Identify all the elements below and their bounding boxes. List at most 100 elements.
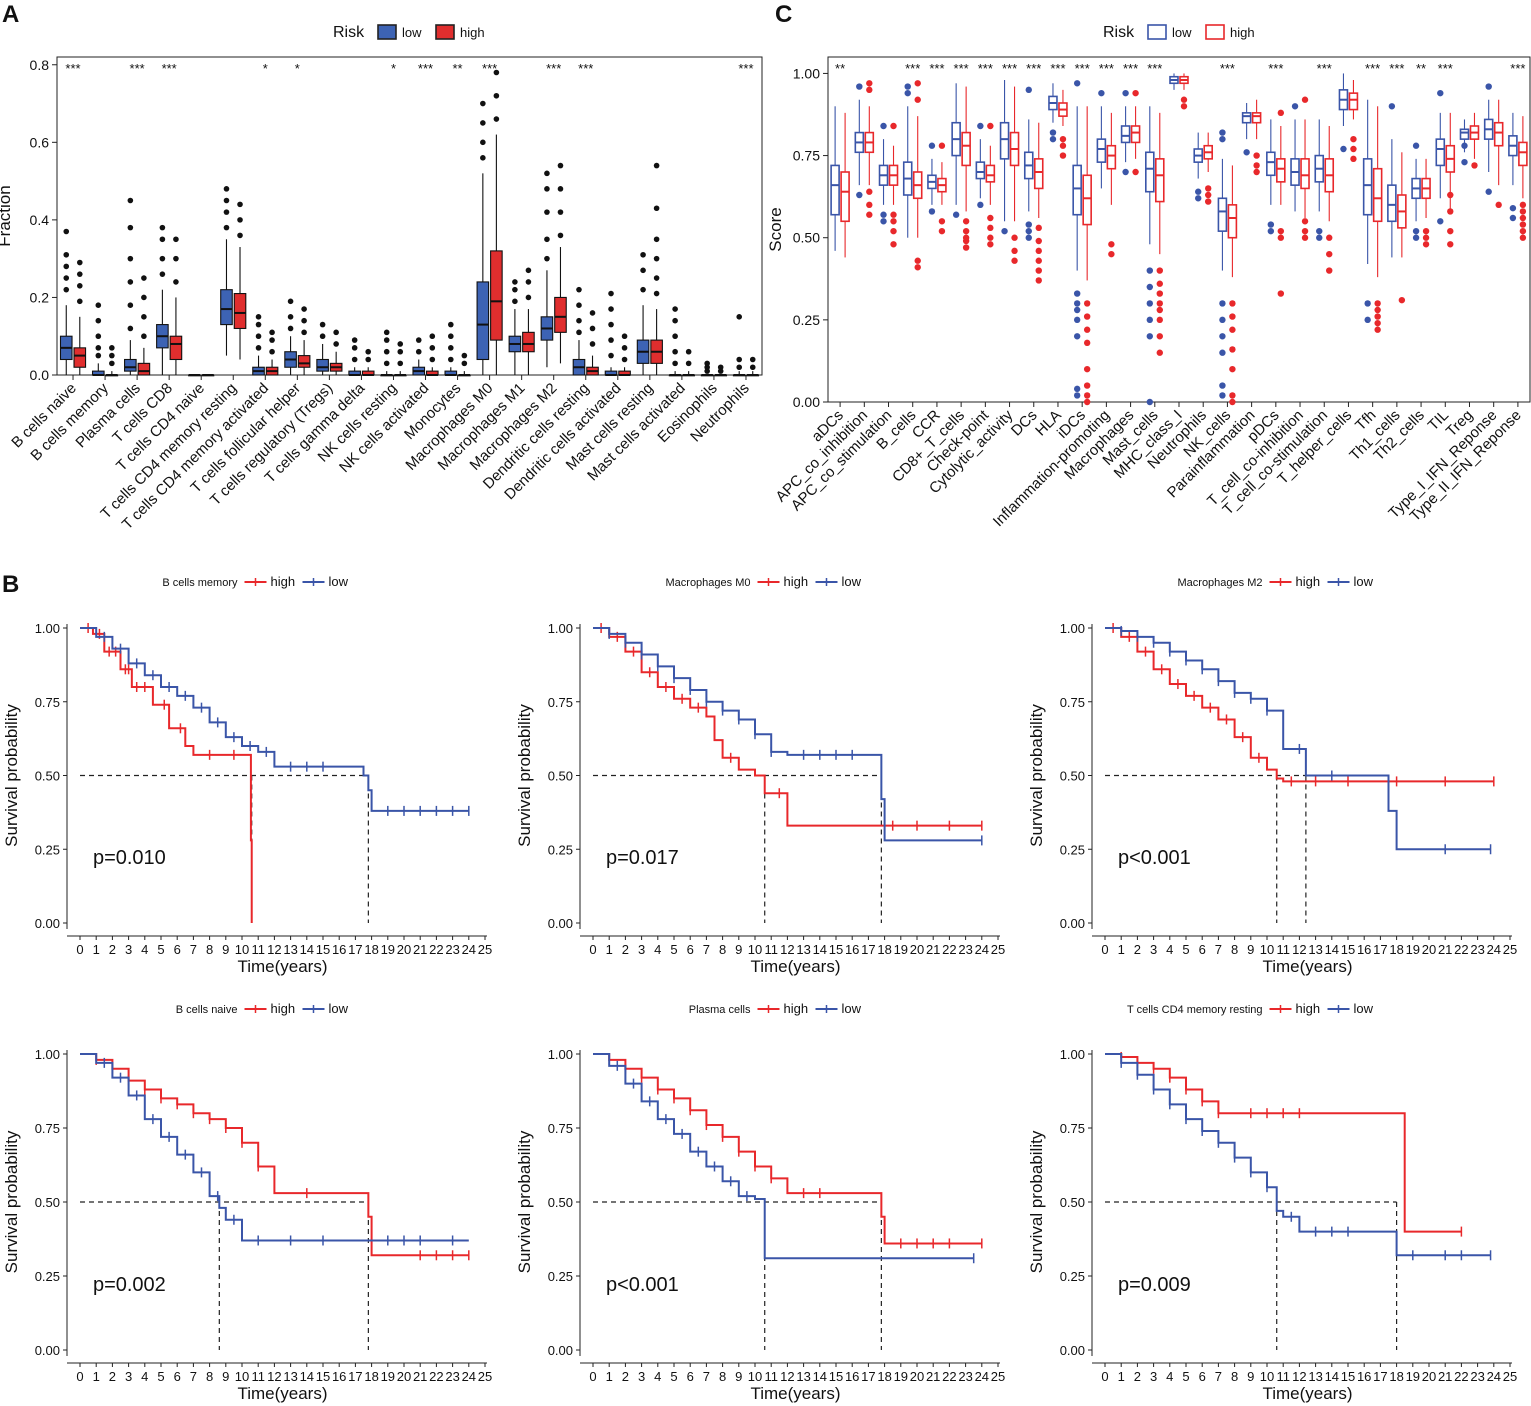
box-high: [912, 80, 923, 271]
x-tick-label: 10: [235, 942, 249, 957]
outlier-point: [685, 360, 692, 367]
x-tick-label: 22: [942, 1369, 956, 1384]
y-tick-label: 0.6: [30, 134, 50, 150]
outlier-point: [1180, 103, 1188, 110]
x-tick-label: 21: [413, 942, 427, 957]
y-tick-label: 1.00: [793, 65, 820, 81]
y-tick-label: 0.00: [35, 1343, 60, 1358]
outlier-point: [904, 89, 911, 97]
outlier-point: [1301, 96, 1309, 103]
x-tick-label: 20: [397, 942, 411, 957]
outlier-point: [589, 341, 596, 347]
x-tick-label: 22: [429, 942, 443, 957]
x-tick-label: 11: [251, 1369, 265, 1384]
outlier-point: [1316, 227, 1323, 235]
survival-curve-high: [1105, 627, 1494, 783]
outlier-point: [1229, 313, 1236, 320]
x-tick-label: 22: [1454, 1369, 1468, 1384]
outlier-point: [1412, 142, 1420, 149]
x-tick-label: 24: [1487, 942, 1501, 957]
outlier-point: [269, 329, 275, 336]
y-tick-label: 0.25: [35, 1269, 60, 1284]
x-tick-label: 16: [332, 942, 346, 957]
box-low: [156, 224, 169, 375]
x-tick-label: 25: [991, 942, 1005, 957]
x-tick-label: 9: [735, 942, 742, 957]
y-tick-label: 0.2: [30, 289, 50, 305]
outlier-point: [1229, 365, 1236, 373]
outlier-point: [319, 333, 326, 340]
outlier-point: [1437, 89, 1444, 97]
box-low: [927, 142, 937, 215]
x-tick-label: 10: [235, 1369, 249, 1384]
box-body: [1106, 144, 1117, 170]
y-axis-title: Score: [766, 207, 785, 251]
legend-key-low: [377, 24, 397, 40]
box-high: [1154, 112, 1165, 356]
outlier-point: [1519, 214, 1527, 222]
survival-curve-low: [1105, 627, 1491, 851]
p-value: p=0.002: [93, 1274, 166, 1296]
y-tick-label: 0.00: [1060, 916, 1085, 931]
outlier-point: [1108, 250, 1115, 258]
outlier-point: [1447, 241, 1454, 248]
x-tick-label: 23: [445, 942, 459, 957]
outlier-point: [1156, 316, 1163, 324]
y-tick-label: 0.25: [548, 842, 573, 857]
x-tick-label: 24: [462, 1369, 476, 1384]
x-tick-label: 1: [93, 1369, 100, 1384]
legend-label-high: high: [784, 574, 809, 589]
outlier-point: [1073, 300, 1081, 307]
outlier-point: [938, 142, 946, 149]
outlier-point: [1447, 191, 1454, 199]
survival-plot: T cells CD4 memory resting high low 0.00 0.2…: [1027, 1001, 1517, 1403]
box-low: [732, 314, 746, 377]
x-tick-label: 24: [975, 1369, 989, 1384]
x-tick-label: 17: [861, 1369, 875, 1384]
outlier-point: [1011, 234, 1018, 241]
outlier-point: [1229, 346, 1236, 353]
outlier-point: [1350, 155, 1357, 163]
outlier-point: [1350, 135, 1357, 143]
outlier-point: [383, 348, 390, 355]
outlier-point: [1374, 313, 1381, 320]
significance-mark: ***: [546, 61, 561, 76]
y-tick-label: 0.75: [793, 148, 820, 164]
outlier-point: [1025, 221, 1032, 228]
outlier-point: [608, 321, 614, 328]
box-high: [233, 201, 247, 360]
outlier-point: [365, 356, 372, 363]
y-tick-label: 0.00: [548, 1343, 573, 1358]
outlier-point: [1229, 326, 1236, 333]
x-tick-label: 4: [141, 1369, 148, 1384]
outlier-point: [962, 227, 970, 235]
outlier-point: [1291, 103, 1299, 110]
significance-mark: ***: [482, 61, 497, 76]
x-tick-label: 13: [283, 1369, 297, 1384]
outlier-point: [63, 228, 70, 235]
legend-label-low: low: [402, 25, 422, 40]
outlier-point: [1011, 257, 1018, 264]
x-axis-title: Time(years): [237, 1384, 327, 1403]
box-low: [830, 106, 840, 251]
box-body: [1300, 158, 1310, 190]
outlier-point: [621, 333, 628, 340]
outlier-point: [1277, 290, 1285, 297]
outlier-point: [987, 224, 994, 232]
legend-label-high: high: [271, 1001, 296, 1016]
box-high: [1445, 112, 1456, 248]
box-low: [1241, 103, 1252, 156]
y-tick-label: 1.00: [35, 1047, 60, 1062]
outlier-point: [544, 255, 550, 262]
outlier-point: [415, 337, 422, 343]
x-tick-label: 25: [1503, 942, 1517, 957]
x-tick-label: 6: [687, 942, 694, 957]
box-body: [1154, 158, 1165, 203]
significance-mark: ***: [1099, 61, 1114, 76]
outlier-point: [493, 69, 500, 76]
box-low: [902, 83, 913, 238]
survival-curve-low: [80, 1053, 469, 1242]
outlier-point: [557, 186, 564, 192]
legend-key-high: [1205, 24, 1225, 40]
outlier-point: [255, 314, 262, 320]
